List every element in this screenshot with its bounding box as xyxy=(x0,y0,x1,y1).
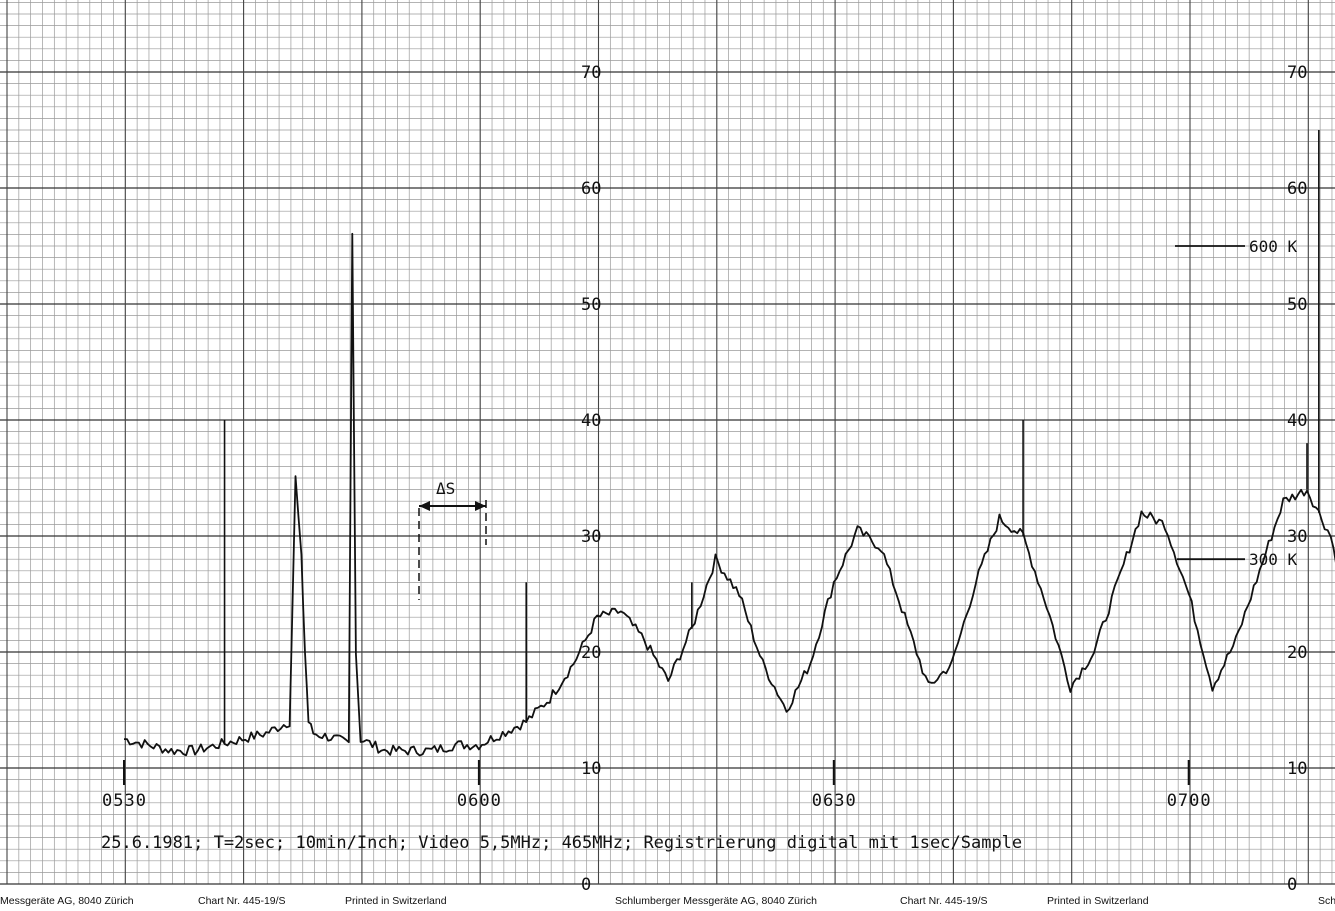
signal-trace xyxy=(124,232,1335,757)
y-scale-label: 30 xyxy=(1287,527,1307,547)
time-ticks xyxy=(123,760,1190,785)
y-scale-label: 60 xyxy=(581,179,601,199)
delta-s-marker: ΔS xyxy=(418,479,487,600)
y-scale-label: 70 xyxy=(581,63,601,83)
y-scale-label: 20 xyxy=(581,643,601,663)
y-scale-left: 0 10 20 30 40 50 60 70 xyxy=(581,63,601,895)
reference-label: 600 K xyxy=(1249,237,1298,256)
recording-annotation: 25.6.1981; T=2sec; 10min/Inch; Video 5,5… xyxy=(101,833,1022,853)
y-scale-label: 50 xyxy=(1287,295,1307,315)
footer-text: Chart Nr. 445-19/S xyxy=(900,895,988,907)
y-scale-label: 40 xyxy=(1287,411,1307,431)
footer-text: Messgeräte AG, 8040 Zürich xyxy=(0,895,134,907)
trace-line xyxy=(124,232,1335,757)
delta-arrow-head-left xyxy=(419,501,430,511)
y-scale-label: 30 xyxy=(581,527,601,547)
x-tick-label: 0630 xyxy=(812,791,857,811)
y-scale-label: 60 xyxy=(1287,179,1307,199)
footer-text: Schl xyxy=(1318,895,1335,907)
reference-label: 300 K xyxy=(1249,550,1298,569)
y-scale-label: 10 xyxy=(581,759,601,779)
delta-label: ΔS xyxy=(436,479,455,498)
y-scale-label: 50 xyxy=(581,295,601,315)
x-tick-label: 0530 xyxy=(102,791,147,811)
y-scale-right: 0 10 20 30 40 50 60 70 xyxy=(1287,63,1307,895)
reference-levels: 600 K 300 K xyxy=(1175,237,1298,569)
interference-spikes xyxy=(223,130,1320,744)
major-grid xyxy=(0,0,1335,885)
y-scale-label: 70 xyxy=(1287,63,1307,83)
footer-text: Schlumberger Messgeräte AG, 8040 Zürich xyxy=(615,895,817,907)
y-scale-label: 0 xyxy=(581,875,591,895)
y-scale-label: 20 xyxy=(1287,643,1307,663)
y-scale-label: 0 xyxy=(1287,875,1297,895)
x-tick-label: 0600 xyxy=(457,791,502,811)
x-tick-labels: 0530 0600 0630 0700 xyxy=(102,791,1212,811)
footer-text: Chart Nr. 445-19/S xyxy=(198,895,286,907)
x-tick-label: 0700 xyxy=(1167,791,1212,811)
footer-text: Printed in Switzerland xyxy=(345,895,447,907)
chart-paper-footer: Messgeräte AG, 8040 Zürich Chart Nr. 445-… xyxy=(0,895,1335,907)
delta-arrow-head-right xyxy=(475,501,486,511)
footer-text: Printed in Switzerland xyxy=(1047,895,1149,907)
y-scale-label: 10 xyxy=(1287,759,1307,779)
y-scale-label: 40 xyxy=(581,411,601,431)
